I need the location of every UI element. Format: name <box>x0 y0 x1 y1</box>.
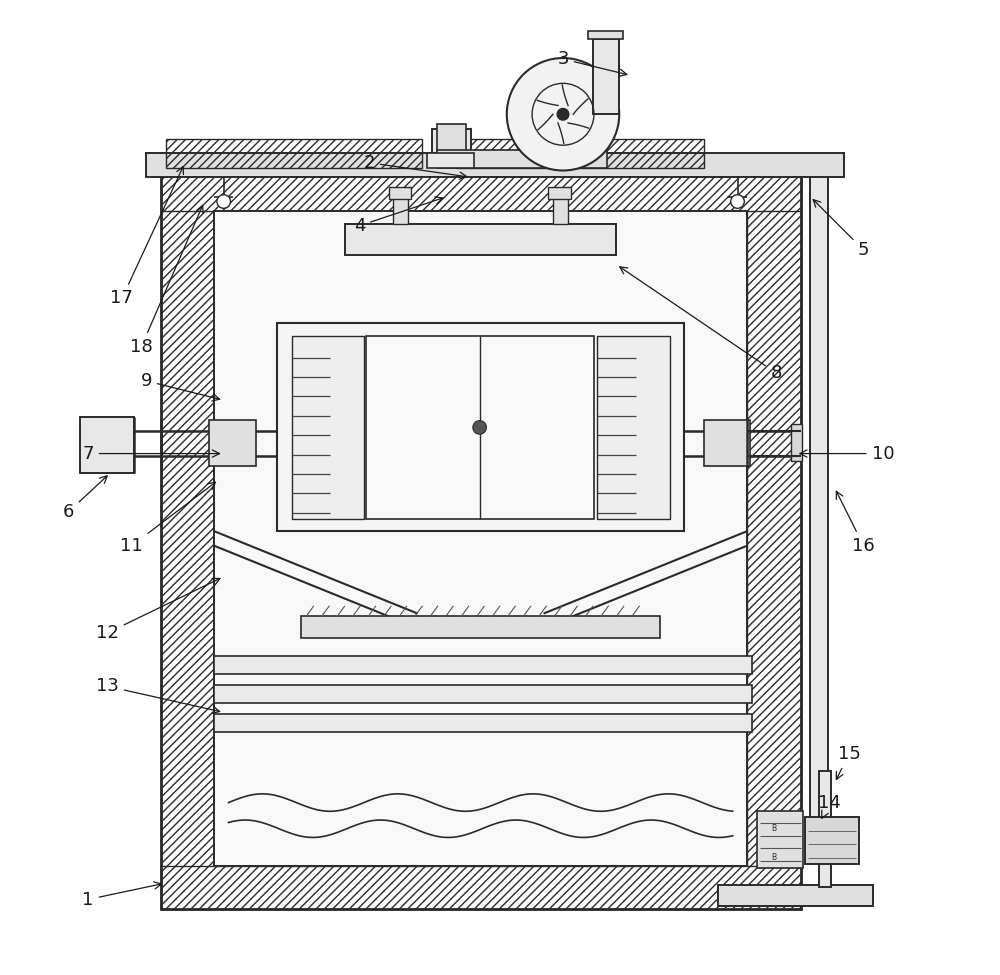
Bar <box>437 150 607 168</box>
Bar <box>548 187 571 199</box>
Text: B: B <box>771 853 776 862</box>
Bar <box>214 656 752 674</box>
Text: 9: 9 <box>140 371 220 401</box>
Text: 1: 1 <box>82 881 161 909</box>
Text: 2: 2 <box>363 154 467 179</box>
Bar <box>757 811 803 868</box>
Bar <box>432 129 471 153</box>
Text: 4: 4 <box>354 197 443 235</box>
Bar <box>301 616 660 638</box>
Text: 11: 11 <box>120 483 216 555</box>
Bar <box>214 685 752 703</box>
Bar <box>277 323 684 531</box>
Bar <box>80 416 134 473</box>
Bar <box>292 336 364 519</box>
Bar <box>718 885 873 907</box>
Bar <box>366 336 594 519</box>
Circle shape <box>473 420 486 434</box>
Text: B: B <box>771 824 776 834</box>
Text: 3: 3 <box>557 50 627 76</box>
Text: 13: 13 <box>96 678 220 714</box>
Bar <box>161 168 801 212</box>
Text: 5: 5 <box>813 200 869 259</box>
Bar <box>819 770 831 887</box>
Circle shape <box>731 195 744 209</box>
Bar <box>747 158 801 910</box>
Text: 14: 14 <box>818 794 841 818</box>
Bar <box>161 168 801 910</box>
Bar <box>704 419 750 466</box>
Bar <box>437 124 466 153</box>
Bar <box>393 197 408 224</box>
Bar <box>588 31 623 39</box>
Circle shape <box>557 108 569 120</box>
Text: 18: 18 <box>130 206 203 356</box>
Bar <box>791 424 802 461</box>
Bar <box>146 153 844 177</box>
Bar <box>805 817 859 864</box>
Text: 6: 6 <box>63 476 107 521</box>
Bar <box>161 158 214 910</box>
Bar <box>345 224 616 254</box>
Bar <box>597 336 670 519</box>
Text: 10: 10 <box>800 445 894 462</box>
Bar <box>456 138 704 168</box>
Text: 8: 8 <box>620 267 782 382</box>
Bar <box>593 39 619 114</box>
Circle shape <box>217 195 230 209</box>
Bar <box>553 197 568 224</box>
Bar <box>810 173 828 861</box>
Text: 17: 17 <box>110 167 183 307</box>
Text: 16: 16 <box>836 491 875 555</box>
Bar <box>209 419 256 466</box>
Circle shape <box>507 58 619 171</box>
Bar <box>214 715 752 732</box>
Bar <box>161 866 801 910</box>
Bar <box>214 212 747 866</box>
Bar <box>427 153 474 168</box>
Text: 15: 15 <box>836 745 860 779</box>
Text: 7: 7 <box>82 445 220 462</box>
Bar <box>389 187 411 199</box>
Text: 12: 12 <box>96 578 220 642</box>
Bar <box>166 138 422 168</box>
